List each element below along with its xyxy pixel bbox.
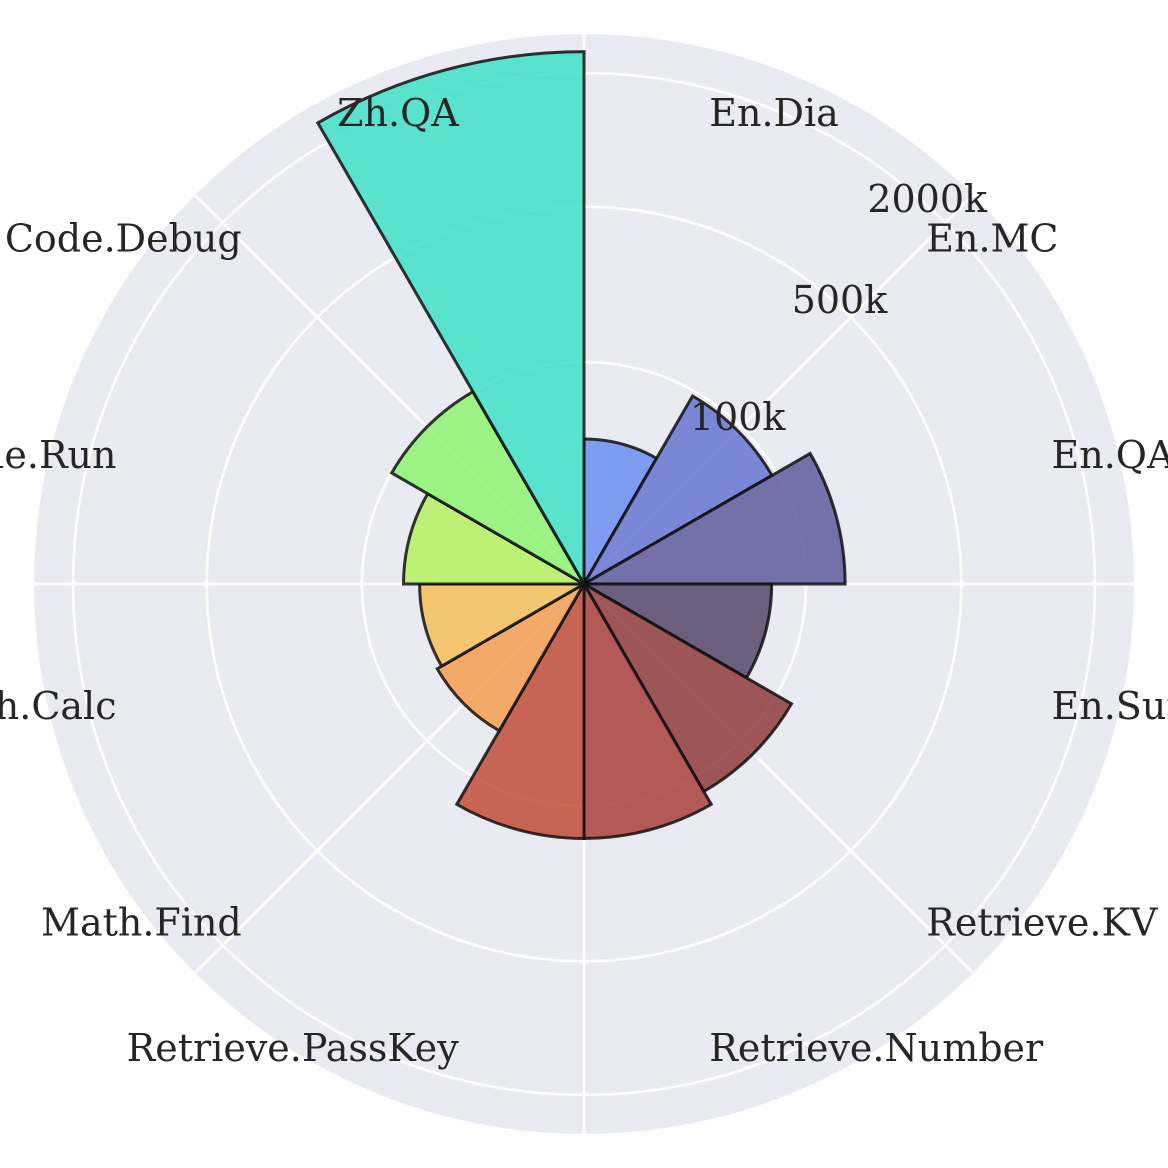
radial-tick-label-2: 2000k <box>867 177 988 221</box>
category-label-code-run: Code.Run <box>0 433 116 477</box>
bar-en-mc <box>579 393 775 589</box>
category-label-en-mc: En.MC <box>926 216 1058 260</box>
bar-retrieve-kv <box>579 579 794 794</box>
bar-code-run <box>402 491 590 586</box>
category-label-en-sum: En.Sum <box>1052 684 1168 728</box>
bar-zh-qa <box>315 50 586 590</box>
bar-en-qa <box>578 451 847 586</box>
bar-math-calc <box>418 582 590 669</box>
bar-math-find <box>435 579 589 733</box>
category-label-code-debug: Code.Debug <box>5 216 242 260</box>
category-label-math-find: Math.Find <box>41 901 242 945</box>
category-label-zh-qa: Zh.QA <box>337 91 459 135</box>
category-label-retrieve-passkey: Retrieve.PassKey <box>127 1026 460 1070</box>
category-label-math-calc: Math.Calc <box>0 684 116 728</box>
bar-en-sum <box>578 582 774 680</box>
category-label-en-qa: En.QA <box>1052 433 1168 477</box>
category-label-retrieve-number: Retrieve.Number <box>709 1026 1044 1070</box>
bar-code-debug <box>389 389 589 589</box>
category-label-retrieve-kv: Retrieve.KV <box>926 901 1158 945</box>
radial-tick-label-0: 100k <box>690 395 787 439</box>
bar-retrieve-number <box>582 578 714 840</box>
category-label-en-dia: En.Dia <box>709 91 839 135</box>
bar-retrieve-passkey <box>454 578 586 840</box>
radial-tick-label-1: 500k <box>792 278 889 322</box>
